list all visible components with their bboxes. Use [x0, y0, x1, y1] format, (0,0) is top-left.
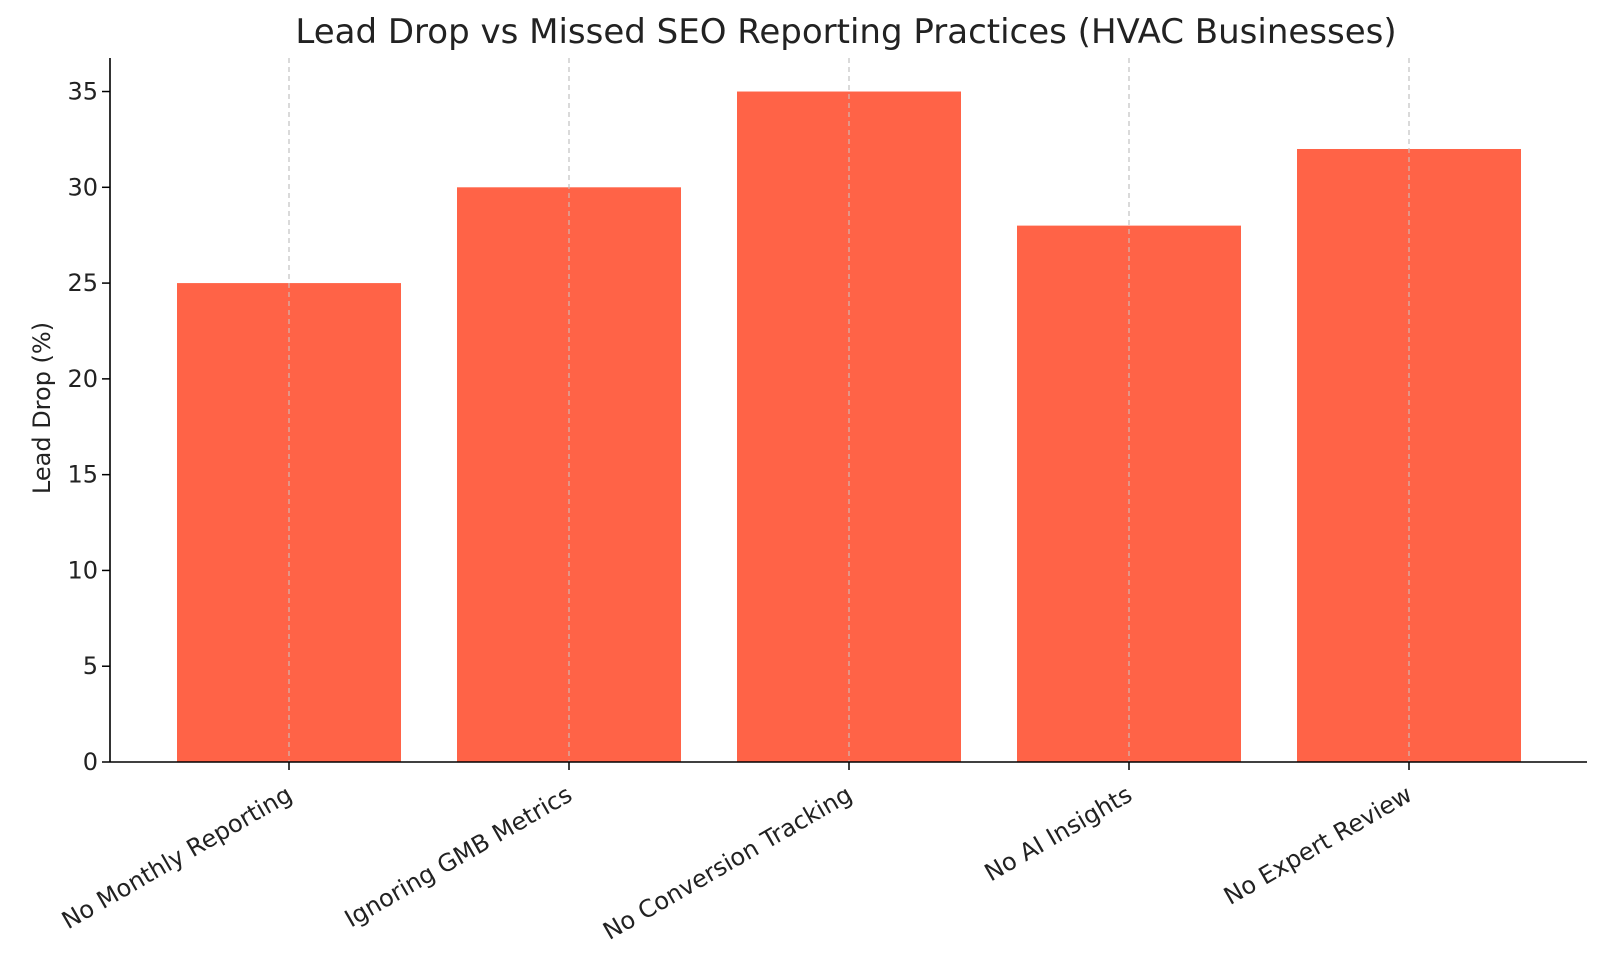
- x-tick-label: No AI Insights: [980, 780, 1137, 887]
- chart-title: Lead Drop vs Missed SEO Reporting Practi…: [295, 12, 1396, 52]
- y-tick-label: 0: [83, 748, 98, 776]
- x-tick-label: No Monthly Reporting: [57, 780, 297, 935]
- x-ticks-layer: No Monthly Reporting Ignoring GMB Metrics…: [57, 762, 1417, 946]
- y-tick-label: 15: [67, 461, 98, 489]
- grid-front-layer: [288, 58, 1410, 762]
- x-tick-label: No Conversion Tracking: [598, 780, 857, 945]
- y-tick-label: 35: [67, 78, 98, 106]
- y-tick-label: 5: [83, 652, 98, 680]
- x-tick-label: No Expert Review: [1219, 780, 1417, 910]
- bars-layer: [177, 91, 1521, 763]
- x-tick-label: Ignoring GMB Metrics: [340, 780, 577, 933]
- y-axis-label: Lead Drop (%): [28, 322, 56, 494]
- y-tick-label: 10: [67, 556, 98, 584]
- y-tick-label: 25: [67, 269, 98, 297]
- y-tick-label: 30: [67, 173, 98, 201]
- y-tick-label: 20: [67, 365, 98, 393]
- y-ticks-layer: 0 5 10 15 20 25 30 35: [67, 78, 110, 776]
